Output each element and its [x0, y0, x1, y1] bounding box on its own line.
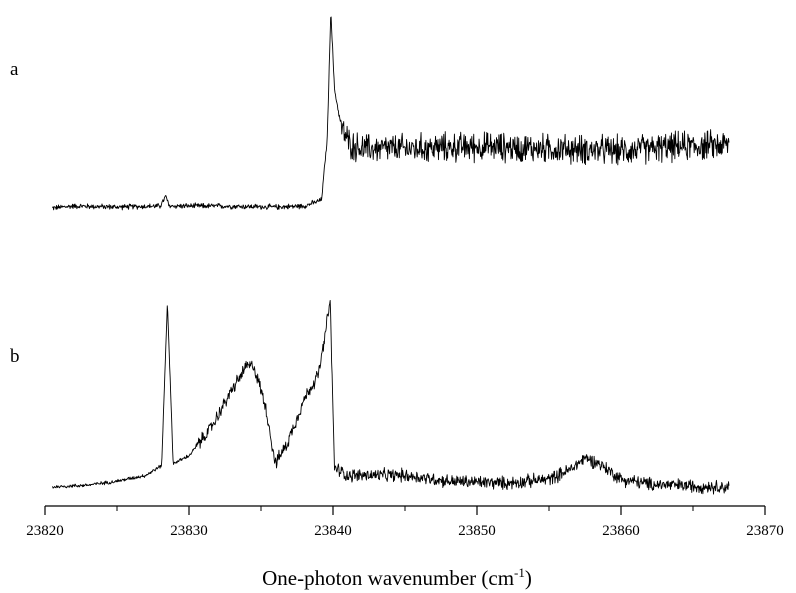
x-axis-title-superscript: -1	[514, 565, 525, 580]
x-ticks: 23820 23830 23840 23850 23860 23870	[26, 506, 784, 539]
x-axis: 23820 23830 23840 23850 23860 23870	[26, 505, 784, 539]
x-tick-label-23840: 23840	[314, 523, 352, 539]
panel-label-b: b	[10, 346, 20, 367]
panel-label-a: a	[10, 59, 19, 80]
x-axis-title: One-photon wavenumber (cm-1)	[262, 565, 532, 590]
panel-b: b	[10, 299, 730, 495]
x-tick-label-23870: 23870	[746, 523, 784, 539]
x-axis-title-tail: )	[525, 566, 532, 590]
x-tick-label-23860: 23860	[602, 523, 640, 539]
spectrum-trace-b	[51, 299, 730, 495]
panel-a: a	[10, 16, 730, 211]
spectrum-trace-a	[51, 16, 730, 211]
x-tick-label-23830: 23830	[170, 523, 208, 539]
x-tick-label-23850: 23850	[458, 523, 496, 539]
x-axis-title-main: One-photon wavenumber (cm	[262, 566, 514, 590]
x-tick-label-23820: 23820	[26, 523, 64, 539]
